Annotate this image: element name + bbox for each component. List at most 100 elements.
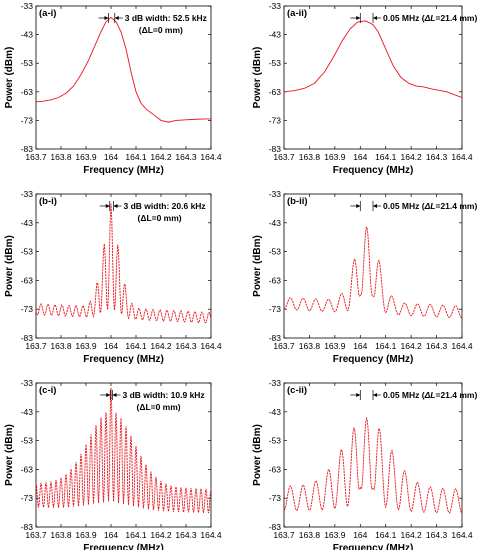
y-tick-label: -53	[269, 58, 282, 68]
panel-label: (b-ii)	[287, 196, 308, 207]
x-tick-label: 164.4	[451, 530, 473, 540]
annotation: 0.05 MHz (ΔL=21.4 mm)	[383, 13, 477, 23]
marker-arrowhead-right	[373, 393, 377, 397]
y-tick-label: -73	[269, 493, 282, 503]
y-tick-label: -43	[269, 218, 282, 228]
y-tick-label: -73	[21, 304, 34, 314]
x-tick-label: 163.9	[75, 152, 97, 162]
x-tick-label: 164.2	[401, 341, 423, 351]
x-axis-label: Frequency (MHz)	[333, 354, 414, 365]
x-tick-label: 164.4	[451, 341, 473, 351]
y-tick-label: -63	[269, 464, 282, 474]
annotation-line-1: 3 dB width: 10.9 kHz	[123, 390, 205, 400]
series-line	[283, 226, 463, 319]
y-tick-label: -33	[21, 1, 34, 11]
y-tick-label: -33	[269, 378, 282, 388]
y-tick-label: -33	[21, 189, 34, 199]
series-line	[35, 16, 211, 123]
plot-frame	[35, 193, 212, 339]
annotation-line-2: (ΔL=0 mm)	[139, 25, 183, 35]
x-tick-label: 164.4	[200, 341, 222, 351]
x-tick-label: 163.8	[50, 341, 72, 351]
x-tick-label: 164.1	[125, 152, 147, 162]
x-tick-label: 164	[104, 341, 118, 351]
x-tick-label: 164.4	[200, 530, 222, 540]
x-axis-label: Frequency (MHz)	[333, 543, 414, 550]
y-axis-label: Power (dBm)	[252, 235, 263, 297]
x-tick-label: 164	[104, 530, 118, 540]
y-tick-label: -43	[269, 407, 282, 417]
y-axis-label: Power (dBm)	[252, 424, 263, 486]
x-tick-label: 163.7	[273, 152, 295, 162]
annotation-line-1: 3 dB width: 20.6 kHz	[124, 201, 206, 211]
marker-arrowhead-left	[356, 393, 361, 397]
x-tick-label: 164.2	[150, 341, 172, 351]
marker-arrowhead-left	[356, 16, 361, 20]
marker-arrowhead-left	[356, 204, 361, 208]
x-tick-label: 164.2	[401, 152, 423, 162]
annotation-suffix: =21.4 mm)	[435, 201, 477, 211]
y-tick-label: -53	[21, 247, 34, 257]
y-axis-label: Power (dBm)	[252, 47, 263, 109]
y-tick-label: -53	[269, 436, 282, 446]
x-tick-label: 164.2	[401, 530, 423, 540]
annotation-prefix: 0.05 MHz (	[383, 13, 425, 23]
y-tick-label: -43	[269, 30, 282, 40]
y-axis-label: Power (dBm)	[4, 424, 15, 486]
plot-frame	[283, 5, 463, 150]
y-tick-label: -33	[269, 189, 282, 199]
x-tick-label: 164.1	[375, 152, 397, 162]
panel-label: (c-i)	[39, 385, 56, 396]
y-tick-label: -63	[21, 275, 34, 285]
annotation-prefix: 0.05 MHz (	[383, 390, 425, 400]
y-tick-label: -83	[269, 144, 282, 154]
x-tick-label: 163.7	[25, 341, 47, 351]
y-tick-label: -73	[269, 304, 282, 314]
x-tick-label: 164	[353, 152, 367, 162]
annotation-prefix: 0.05 MHz (	[383, 201, 425, 211]
annotation-suffix: =21.4 mm)	[435, 13, 477, 23]
plot-frame	[283, 193, 463, 339]
plot-frame	[35, 5, 212, 150]
x-tick-label: 164.3	[426, 152, 448, 162]
x-tick-label: 164.1	[125, 530, 147, 540]
y-tick-label: -73	[21, 115, 34, 125]
x-tick-label: 164.2	[150, 530, 172, 540]
y-tick-label: -83	[21, 144, 34, 154]
y-tick-label: -83	[269, 333, 282, 343]
x-axis-label: Frequency (MHz)	[333, 165, 414, 176]
marker-arrowhead-right	[113, 204, 118, 208]
series-line	[35, 203, 212, 324]
y-tick-label: -53	[21, 58, 34, 68]
series-line	[283, 416, 463, 514]
y-tick-label: -73	[21, 493, 34, 503]
panel-label: (b-i)	[39, 196, 57, 207]
annotation-italic: ΔL	[424, 201, 436, 211]
x-axis-label: Frequency (MHz)	[83, 354, 164, 365]
marker-arrowhead-right	[373, 16, 377, 20]
panel-label: (a-i)	[39, 8, 56, 19]
panel-c-ii: 163.7 163.8 163.9 164 164.1 164.2 164.3 164.4 -8…	[252, 378, 477, 550]
y-tick-label: -83	[269, 522, 282, 532]
x-tick-label: 164.4	[200, 152, 222, 162]
panel-c-i: 163.7 163.8 163.9 164 164.1 164.2 164.3 164.4 -8…	[4, 378, 222, 550]
panel-a-i: 163.7 163.8 163.9 164 164.1 164.2 164.3 164.4 -8…	[4, 1, 222, 176]
y-tick-label: -43	[21, 30, 34, 40]
y-axis-label: Power (dBm)	[4, 47, 15, 109]
annotation-suffix: =21.4 mm)	[435, 390, 477, 400]
marker-arrowhead-left	[105, 204, 110, 208]
x-tick-label: 164.2	[150, 152, 172, 162]
x-tick-label: 163.9	[75, 341, 97, 351]
x-axis-label: Frequency (MHz)	[83, 165, 164, 176]
y-tick-label: -83	[21, 333, 34, 343]
annotation-line-1: 3 dB width: 52.5 kHz	[125, 13, 207, 23]
panel-label: (c-ii)	[287, 385, 307, 396]
y-tick-label: -53	[21, 436, 34, 446]
y-tick-label: -63	[269, 87, 282, 97]
panel-label: (a-ii)	[287, 8, 307, 19]
x-tick-label: 163.7	[273, 530, 295, 540]
y-tick-label: -73	[269, 115, 282, 125]
x-tick-label: 164.4	[451, 152, 473, 162]
y-tick-label: -33	[269, 1, 282, 11]
